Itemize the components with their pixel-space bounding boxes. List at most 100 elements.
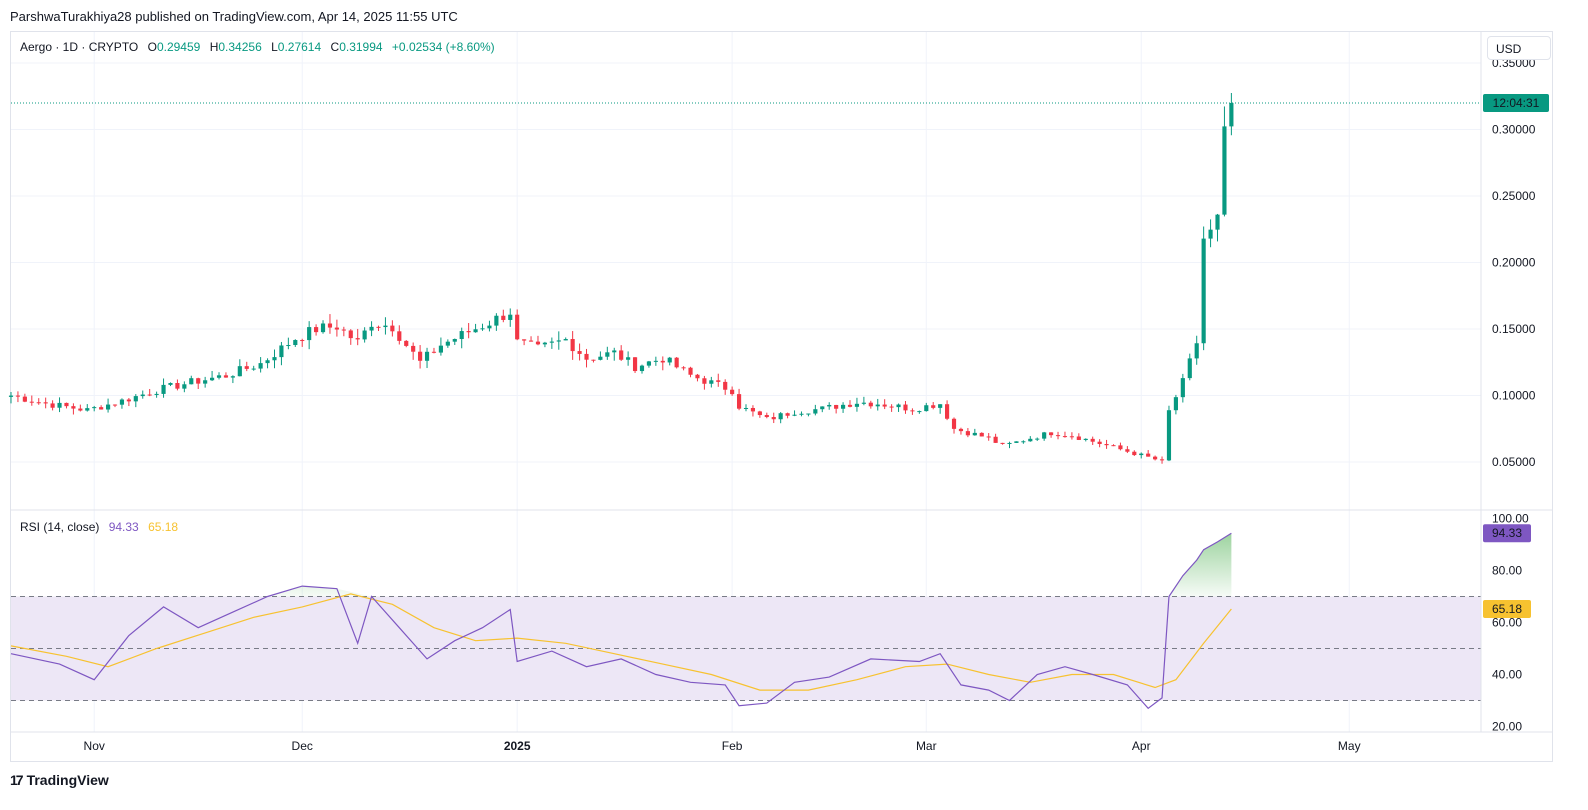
- price-candle: [1222, 106, 1227, 217]
- price-candle: [216, 372, 222, 380]
- candle-body: [369, 326, 374, 331]
- price-candle: [1111, 444, 1116, 447]
- price-candle: [57, 397, 62, 413]
- candle-body: [230, 376, 235, 378]
- price-candle: [1097, 439, 1102, 448]
- price-candle: [265, 358, 270, 369]
- price-candle: [85, 404, 90, 412]
- price-candle: [431, 347, 437, 354]
- price-candle: [1055, 431, 1061, 440]
- price-candle: [1173, 394, 1178, 415]
- candle-body: [466, 331, 471, 333]
- candle-body: [1083, 438, 1088, 440]
- price-candle: [619, 345, 624, 361]
- price-candle: [951, 417, 957, 434]
- price-candle: [598, 351, 603, 361]
- price-candle: [882, 399, 887, 410]
- candle-body: [85, 408, 90, 411]
- candle-body: [757, 411, 762, 416]
- currency-button[interactable]: USD: [1487, 36, 1551, 60]
- candle-body: [1111, 445, 1116, 447]
- price-candle: [924, 402, 929, 412]
- price-candle: [452, 338, 457, 345]
- candle-body: [1055, 435, 1061, 437]
- candle-body: [196, 378, 201, 384]
- candle-body: [445, 341, 450, 346]
- candle-body: [660, 360, 665, 363]
- price-candle: [1146, 450, 1151, 457]
- candle-body: [390, 325, 395, 332]
- price-candle: [168, 382, 173, 387]
- candle-body: [452, 339, 457, 342]
- price-candle: [896, 403, 901, 412]
- candle-body: [965, 431, 970, 436]
- candle-body: [286, 345, 291, 347]
- price-candle: [210, 370, 215, 382]
- candle-body: [1014, 441, 1019, 443]
- candle-body: [778, 413, 783, 420]
- rsi-band-layer: [11, 596, 1481, 701]
- rsi-legend: RSI (14, close) 94.33 65.18: [20, 520, 178, 534]
- candle-body: [1104, 444, 1109, 446]
- price-candle: [279, 341, 284, 366]
- candle-body: [695, 374, 700, 379]
- candle-body: [1028, 438, 1033, 442]
- rsi-tick-label: 100.00: [1492, 512, 1529, 526]
- candle-body: [854, 403, 860, 407]
- candle-body: [112, 404, 118, 406]
- candles-layer: [8, 92, 1234, 464]
- candle-body: [1153, 456, 1158, 460]
- price-candle: [584, 348, 589, 368]
- candle-body: [591, 359, 596, 361]
- price-candle: [757, 410, 762, 418]
- candle-body: [175, 382, 180, 389]
- countdown-badge: [1483, 93, 1549, 112]
- price-candle: [938, 404, 943, 414]
- candle-body: [57, 402, 62, 408]
- price-candle: [945, 400, 950, 421]
- candle-body: [29, 401, 34, 403]
- candle-body: [806, 413, 811, 415]
- candle-body: [827, 404, 832, 407]
- candle-body: [535, 341, 541, 345]
- candle-body: [993, 436, 998, 443]
- x-tick-label: Dec: [292, 739, 313, 753]
- candle-body: [785, 413, 790, 416]
- candle-body: [300, 340, 305, 342]
- candle-body: [917, 411, 922, 413]
- price-candle: [258, 357, 263, 373]
- candle-body: [105, 404, 111, 410]
- candle-body: [646, 361, 652, 366]
- x-tick-label: Apr: [1132, 739, 1151, 753]
- candle-body: [750, 407, 756, 412]
- price-candle: [404, 340, 409, 348]
- price-candle: [688, 366, 693, 378]
- candle-body: [64, 402, 69, 407]
- price-candle: [917, 410, 922, 414]
- candle-body: [320, 323, 326, 333]
- candle-body: [577, 351, 582, 354]
- price-candle: [868, 400, 873, 409]
- price-candle: [778, 412, 783, 424]
- price-candle: [182, 381, 187, 393]
- price-candle: [501, 309, 506, 323]
- price-candle: [390, 320, 395, 337]
- candle-body: [210, 377, 215, 381]
- tradingview-logo[interactable]: 17 TradingView: [10, 772, 109, 788]
- price-candle: [348, 329, 353, 345]
- price-candle: [307, 321, 312, 350]
- price-candle: [702, 375, 707, 390]
- price-candle: [1180, 373, 1185, 403]
- price-candle: [979, 432, 984, 437]
- candle-body: [688, 367, 693, 375]
- price-candle: [515, 309, 520, 341]
- candle-body: [868, 402, 873, 407]
- candle-body: [1215, 214, 1220, 230]
- candle-body: [1062, 436, 1068, 438]
- price-candle: [1139, 452, 1144, 459]
- price-candle: [854, 397, 860, 412]
- price-candle: [577, 343, 582, 361]
- price-candle: [743, 404, 749, 412]
- price-candle: [1035, 437, 1040, 441]
